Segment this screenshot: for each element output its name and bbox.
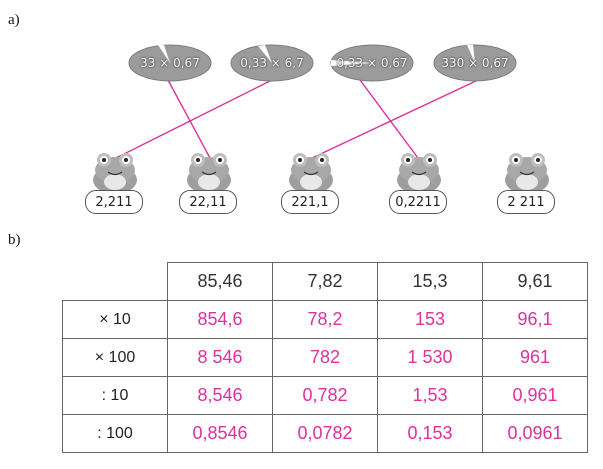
lily-pad-leaf: 330 × 0,67 <box>433 44 517 82</box>
answer-cell: 0,961 <box>482 376 588 415</box>
frog-icon <box>187 153 231 194</box>
header-cell: 7,82 <box>272 262 378 301</box>
answer-cell: 782 <box>272 338 378 377</box>
match-lines <box>115 79 479 159</box>
operation-cell: × 10 <box>62 300 168 339</box>
answer-cell: 1,53 <box>377 376 483 415</box>
header-cell: 85,46 <box>167 262 273 301</box>
frog-answer: 2,211 <box>85 190 143 214</box>
frog-icon <box>505 153 549 194</box>
leaf-expression: 330 × 0,67 <box>441 56 509 70</box>
operation-cell: × 100 <box>62 338 168 377</box>
table-row: × 100 8 546 782 1 530 961 <box>62 338 588 377</box>
operation-cell: : 10 <box>62 376 168 415</box>
answer-cell: 8,546 <box>167 376 273 415</box>
answer-cell: 854,6 <box>167 300 273 339</box>
frog-answer: 221,1 <box>281 190 339 214</box>
lily-pad-icon <box>330 44 414 82</box>
answer-cell: 0,8546 <box>167 414 273 453</box>
frog-icon <box>93 153 137 194</box>
table-row: : 100 0,8546 0,0782 0,153 0,0961 <box>62 414 588 453</box>
operation-cell: : 100 <box>62 414 168 453</box>
answer-cell: 0,153 <box>377 414 483 453</box>
lily-pad-icon <box>128 44 212 82</box>
part-a-label: a) <box>8 12 20 28</box>
answer-cell: 0,0782 <box>272 414 378 453</box>
header-cell: 9,61 <box>482 262 588 301</box>
table-row: : 10 8,546 0,782 1,53 0,961 <box>62 376 588 415</box>
frog-icon <box>397 153 441 194</box>
answer-cell: 153 <box>377 300 483 339</box>
lily-pad-icon <box>230 44 314 82</box>
results-table: 85,46 7,82 15,3 9,61 × 10 854,6 78,2 153… <box>62 262 588 453</box>
part-b-label: b) <box>8 232 21 248</box>
header-cell: 15,3 <box>377 262 483 301</box>
lily-pad-leaf: 0,33 × 6,7 <box>230 44 314 82</box>
answer-cell: 8 546 <box>167 338 273 377</box>
header-row: 85,46 7,82 15,3 9,61 <box>62 262 588 301</box>
leaf-expression: 33 × 0,67 <box>140 56 200 70</box>
table-row: × 10 854,6 78,2 153 96,1 <box>62 300 588 339</box>
answer-cell: 961 <box>482 338 588 377</box>
match-line <box>311 79 479 159</box>
match-line <box>167 79 211 159</box>
answer-cell: 1 530 <box>377 338 483 377</box>
lily-pad-leaf: 33 × 0,67 <box>128 44 212 82</box>
answer-cell: 78,2 <box>272 300 378 339</box>
frog-answer: 0,2211 <box>389 190 447 214</box>
frog-icon <box>289 153 333 194</box>
answer-cell: 96,1 <box>482 300 588 339</box>
corner-cell <box>62 262 168 301</box>
lily-pad-leaf: 0,33 × 0,67 <box>330 44 414 82</box>
frog-answer: 2 211 <box>497 190 555 214</box>
answer-cell: 0,0961 <box>482 414 588 453</box>
answer-cell: 0,782 <box>272 376 378 415</box>
lily-pad-icon <box>433 44 517 82</box>
match-line <box>115 79 273 159</box>
match-line <box>359 79 419 159</box>
frog-answer: 22,11 <box>179 190 237 214</box>
leaf-expression: 0,33 × 0,67 <box>336 56 408 70</box>
leaf-expression: 0,33 × 6,7 <box>240 56 304 70</box>
